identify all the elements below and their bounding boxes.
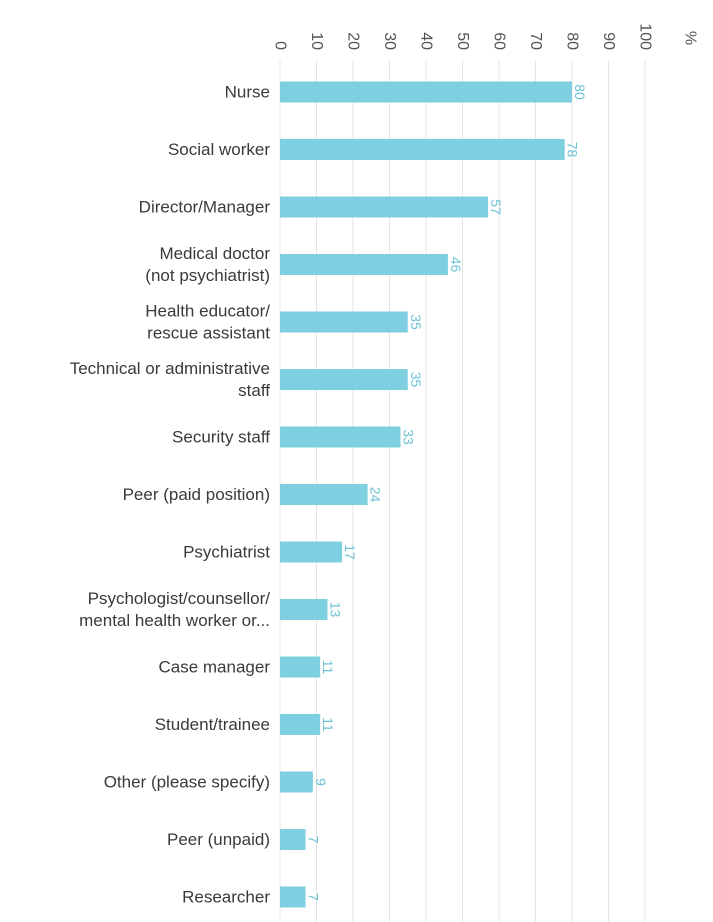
bar bbox=[280, 829, 306, 850]
data-label: 17 bbox=[342, 544, 358, 560]
x-tick-label: 0 bbox=[272, 41, 289, 50]
category-label: Other (please specify) bbox=[104, 773, 270, 792]
bar bbox=[280, 196, 489, 218]
bar bbox=[280, 254, 448, 275]
bar bbox=[280, 599, 328, 620]
category-label: Peer (unpaid) bbox=[167, 830, 270, 849]
category-label: Peer (paid position) bbox=[123, 485, 270, 504]
bar bbox=[280, 886, 306, 908]
category-label: Technical or administrative bbox=[70, 359, 270, 378]
category-label: (not psychiatrist) bbox=[145, 266, 270, 285]
data-label: 9 bbox=[313, 778, 329, 786]
category-label: Case manager bbox=[158, 658, 270, 677]
data-label: 33 bbox=[400, 429, 416, 445]
data-label: 24 bbox=[368, 487, 384, 503]
bar bbox=[280, 484, 368, 505]
data-label: 11 bbox=[320, 660, 336, 675]
category-label: Nurse bbox=[225, 83, 270, 102]
data-label: 35 bbox=[408, 372, 424, 388]
category-label: rescue assistant bbox=[147, 324, 270, 343]
unit-label: % bbox=[682, 31, 699, 45]
bar bbox=[280, 656, 321, 678]
x-tick-label: 60 bbox=[491, 32, 508, 50]
bars: 80 78 57 46 35 35 33 24 17 13 11 11 9 7 7 bbox=[280, 81, 588, 908]
data-label: 7 bbox=[306, 836, 322, 844]
x-tick-label: 90 bbox=[600, 32, 617, 50]
x-tick-label: 100 bbox=[637, 23, 654, 50]
x-tick-label: 20 bbox=[345, 32, 362, 50]
category-label: Researcher bbox=[182, 888, 270, 907]
category-label: Security staff bbox=[172, 428, 270, 447]
category-labels: Nurse Social worker Director/Manager Medica… bbox=[70, 83, 271, 907]
category-label: Student/trainee bbox=[155, 715, 270, 734]
data-label: 46 bbox=[448, 257, 464, 273]
category-label: Psychologist/counsellor/ bbox=[88, 589, 271, 608]
x-tick-label: 40 bbox=[418, 32, 435, 50]
bar bbox=[280, 311, 408, 333]
category-label: staff bbox=[238, 381, 270, 400]
x-tick-label: 10 bbox=[308, 32, 325, 50]
data-label: 7 bbox=[306, 893, 322, 901]
x-tick-label: 50 bbox=[454, 32, 471, 50]
data-label: 35 bbox=[408, 314, 424, 330]
bar bbox=[280, 771, 313, 793]
x-tick-label: 70 bbox=[527, 32, 544, 50]
data-label: 78 bbox=[565, 142, 581, 158]
bar bbox=[280, 541, 343, 563]
data-label: 13 bbox=[327, 602, 343, 618]
category-label: Psychiatrist bbox=[183, 543, 270, 562]
x-axis-ticks: 0 10 20 30 40 50 60 70 80 90 100% bbox=[272, 23, 699, 50]
x-tick-label: 30 bbox=[381, 32, 398, 50]
bar bbox=[280, 369, 408, 390]
category-label: Director/Manager bbox=[139, 198, 271, 217]
category-label: Medical doctor bbox=[159, 244, 270, 263]
category-label: Social worker bbox=[168, 140, 270, 159]
data-label: 11 bbox=[320, 717, 336, 732]
bar bbox=[280, 714, 321, 735]
bar bbox=[280, 81, 572, 103]
bar bbox=[280, 426, 401, 448]
bar bbox=[280, 139, 565, 160]
category-label: mental health worker or... bbox=[79, 611, 270, 630]
category-label: Health educator/ bbox=[145, 302, 270, 321]
x-tick-label: 80 bbox=[564, 32, 581, 50]
data-label: 57 bbox=[488, 199, 504, 215]
data-label: 80 bbox=[572, 84, 588, 100]
